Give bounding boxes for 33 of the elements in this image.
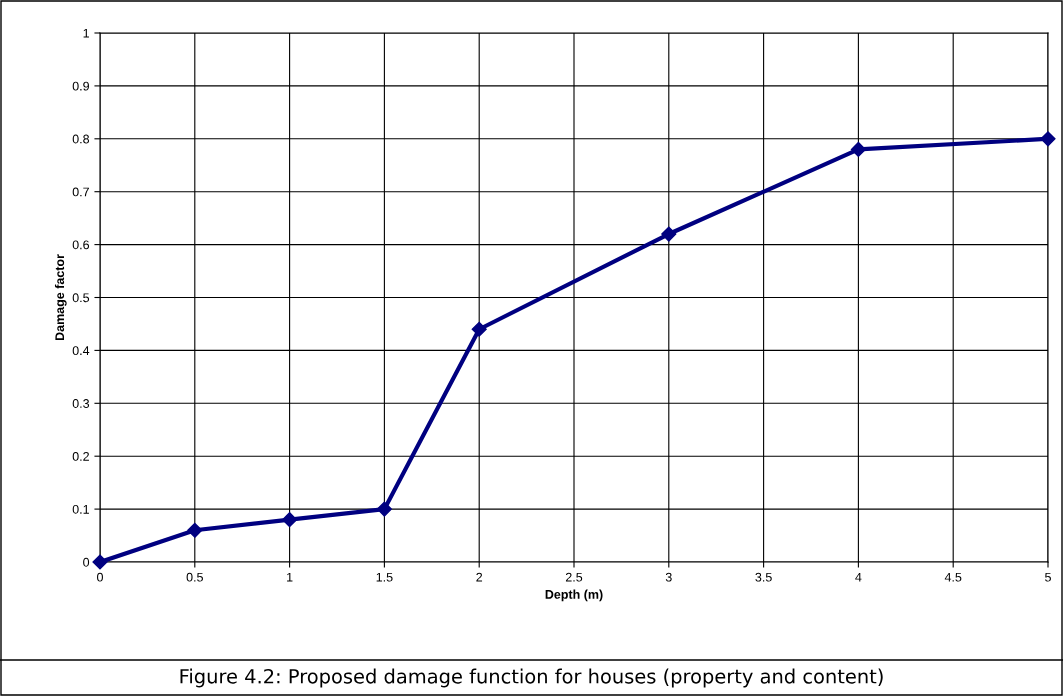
x-tick-label: 0.5 (186, 572, 203, 582)
point (471, 321, 487, 337)
point (282, 512, 298, 528)
y-tick-label: 0 (83, 557, 90, 567)
y-tick-label: 0.5 (72, 293, 90, 303)
x-tick-label: 4.5 (944, 572, 962, 582)
x-tick-label: 2 (476, 572, 483, 582)
y-tick-label: 1 (83, 28, 89, 38)
y-axis-title: Damage factor (54, 254, 67, 341)
x-tick-label: 1.5 (376, 572, 393, 582)
y-tick-label: 0.9 (72, 81, 89, 91)
x-tick-label: 3 (665, 572, 672, 582)
caption: Figure 4.2: Proposed damage function for houses (property and content) (180, 668, 883, 688)
y-tick-label: 0.6 (72, 240, 90, 250)
y-tick-label: 0.4 (72, 346, 90, 356)
x-tick-label: 3.5 (755, 572, 772, 582)
point (661, 226, 677, 242)
point (376, 501, 392, 517)
point (850, 141, 866, 157)
x-tick-label: 2.5 (565, 572, 583, 582)
point (92, 554, 108, 570)
y-tick-label: 0.3 (72, 399, 90, 408)
y-tick-label: 0.1 (72, 504, 89, 514)
y-tick-label: 0.8 (72, 134, 90, 144)
x-tick-label: 1 (287, 572, 293, 582)
x-tick-label: 4 (855, 572, 862, 582)
point (187, 522, 203, 538)
point (1040, 131, 1056, 147)
y-tick-label: 0.7 (72, 187, 89, 197)
x-tick-label: 0 (97, 572, 103, 582)
x-axis-title: Depth (m) (545, 589, 603, 602)
y-tick-label: 0.2 (72, 452, 89, 461)
x-tick-label: 5 (1045, 572, 1051, 582)
